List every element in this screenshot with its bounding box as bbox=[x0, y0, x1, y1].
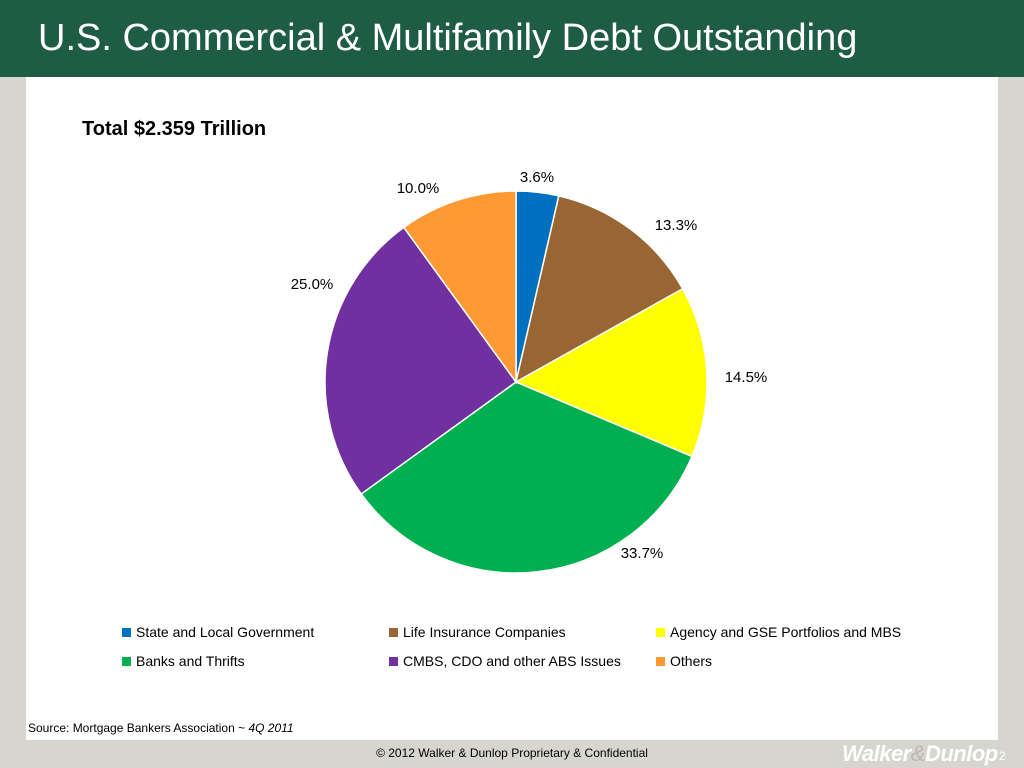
legend-label: Life Insurance Companies bbox=[403, 624, 566, 640]
legend-swatch bbox=[122, 628, 131, 637]
legend-item-4: Banks and Thrifts bbox=[122, 653, 245, 669]
legend-item-1: State and Local Government bbox=[122, 624, 314, 640]
pie-slice-2 bbox=[514, 194, 684, 384]
legend-swatch bbox=[389, 628, 398, 637]
pie-slice-5 bbox=[324, 226, 518, 495]
legend-swatch bbox=[656, 657, 665, 666]
logo-amp: & bbox=[910, 741, 926, 766]
legend-swatch bbox=[389, 657, 398, 666]
pie-slice-3 bbox=[514, 287, 708, 458]
legend-label: CMBS, CDO and other ABS Issues bbox=[403, 653, 621, 669]
copyright-text: © 2012 Walker & Dunlop Proprietary & Con… bbox=[376, 746, 648, 760]
slice-label-4: 33.7% bbox=[621, 545, 664, 562]
legend-label: Banks and Thrifts bbox=[136, 653, 245, 669]
legend-swatch bbox=[656, 628, 665, 637]
source-note: Source: Mortgage Bankers Association ~ 4… bbox=[28, 721, 294, 735]
pie-slice-6 bbox=[402, 190, 517, 385]
legend-label: Agency and GSE Portfolios and MBS bbox=[670, 624, 902, 640]
logo-part2: Dunlop bbox=[924, 741, 998, 766]
company-logo: Walker&Dunlop bbox=[842, 741, 998, 767]
slice-label-1: 3.6% bbox=[520, 169, 554, 186]
legend-item-5: CMBS, CDO and other ABS Issues bbox=[389, 653, 621, 669]
pie-slice-4 bbox=[360, 381, 693, 574]
legend-item-6: Others bbox=[656, 653, 712, 669]
title-bar: U.S. Commercial & Multifamily Debt Outst… bbox=[0, 0, 1024, 77]
legend-label: State and Local Government bbox=[136, 624, 315, 640]
slice-label-5: 25.0% bbox=[291, 276, 334, 293]
footer-bar bbox=[0, 740, 1024, 768]
source-period: 4Q 2011 bbox=[248, 721, 294, 735]
slice-label-6: 10.0% bbox=[397, 180, 440, 197]
legend-label: Others bbox=[670, 653, 713, 669]
legend-item-3: Agency and GSE Portfolios and MBS bbox=[656, 624, 901, 640]
logo-part1: Walker bbox=[842, 741, 911, 766]
chart-title: Total $2.359 Trillion bbox=[82, 118, 267, 140]
legend-swatch bbox=[122, 657, 131, 666]
slice-label-3: 14.5% bbox=[725, 369, 768, 386]
legend-item-2: Life Insurance Companies bbox=[389, 624, 566, 640]
slide-title: U.S. Commercial & Multifamily Debt Outst… bbox=[38, 17, 858, 59]
page-number: 2 bbox=[999, 749, 1006, 763]
source-prefix: Source: Mortgage Bankers Association ~ bbox=[28, 721, 249, 735]
slice-label-2: 13.3% bbox=[655, 217, 698, 234]
